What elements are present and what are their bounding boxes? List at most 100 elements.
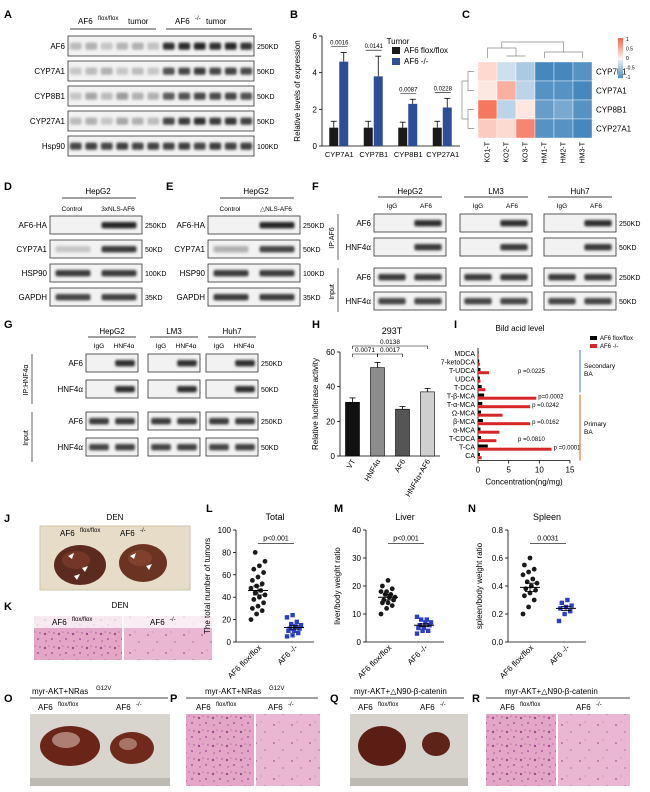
i-xtick-label-2: 10: [535, 466, 544, 475]
i-bar-5-0: [478, 393, 485, 397]
i-bar-1-0: [478, 359, 480, 363]
i-bar-2-0: [478, 368, 481, 371]
m-point-0-13: [389, 586, 395, 592]
c-scale-step-10: [618, 58, 623, 61]
f-row-2-2-frame: [543, 267, 617, 287]
c-dendrogram-left: [461, 71, 474, 129]
i-bar-7-0: [478, 410, 482, 414]
c-cell-0-3: [534, 61, 555, 82]
f-row-3-0-band-1: [414, 297, 442, 305]
g-row-3-1-band-1: [177, 443, 197, 451]
f-lane-ip-0: AF6: [420, 203, 432, 210]
l-point-0-3: [250, 606, 255, 611]
n-ylabel: spleen/body weight ratio: [475, 542, 484, 629]
a-row-1-band-9: [209, 67, 222, 75]
e-row-2-band-0: [213, 269, 249, 277]
n-point-1-0: [556, 618, 562, 624]
e-row-2-band-1: [259, 269, 295, 277]
d-row-3-size: 35KD: [145, 295, 163, 302]
a-row-2-band-10: [224, 92, 237, 100]
c-col-label-4: HM2-T: [561, 141, 568, 163]
a-row-4-frame: [67, 135, 255, 157]
c-cell-1-3: [534, 80, 555, 101]
l-title: Total: [265, 512, 284, 522]
a-row-4-band-11: [240, 142, 253, 150]
l-point-0-6: [251, 597, 257, 602]
f-row-0-0-band-1: [414, 219, 442, 227]
l-xtick-label-0: AF6 flox/flox: [226, 643, 263, 680]
h-pvalue-1: 0.0071: [355, 347, 375, 354]
f-row-3-2-band-1: [584, 297, 612, 305]
j-mouse-1: AF6: [60, 529, 75, 538]
a-row-1-band-1: [85, 67, 98, 75]
c-scale-step-13: [618, 64, 623, 67]
i-bar-10-0: [478, 436, 482, 439]
d-row-0-label: AF6-HA: [19, 221, 48, 230]
o-title: myr-AKT+NRas: [32, 687, 88, 696]
g-row-0-2-size: 250KD: [261, 361, 282, 368]
d-row-0-size: 250KD: [145, 223, 166, 230]
a-row-2-band-11: [240, 92, 253, 100]
p-title-sup: G12V: [269, 686, 284, 692]
a-row-1-band-3: [116, 67, 129, 75]
f-ip-label: IP:AF6: [329, 227, 336, 249]
m-ytick-label-1: 10: [352, 610, 361, 619]
r-mouse-2: AF6: [576, 703, 591, 712]
f-row-3-0-band-0: [378, 297, 406, 305]
l-point-1-12: [290, 612, 295, 618]
a-row-1-band-2: [100, 67, 113, 75]
g-row-0-0-band-1: [115, 359, 135, 367]
b-xtick-label-2: CYP8B1: [394, 150, 423, 159]
m-point-1-7: [423, 620, 428, 625]
i-bar-0-0: [478, 351, 479, 354]
a-row-1-label: CYP7A1: [34, 67, 65, 76]
f-row-3-0-frame: [373, 291, 447, 311]
a-row-1-band-4: [131, 67, 144, 75]
c-scale-step-1: [618, 40, 623, 43]
a-row-3-band-7: [178, 117, 191, 125]
h-ytick-label-1: 20: [326, 417, 335, 426]
c-scale-step-7: [618, 52, 623, 55]
a-row-1-size: 50KD: [257, 69, 275, 76]
g-cell-1: LM3: [166, 327, 182, 336]
m-point-1-10: [424, 617, 429, 622]
i-legend-label-1: AF6 -/-: [600, 344, 618, 350]
i-ytick-label-7: Ω-MCA: [452, 411, 475, 418]
r-title: myr-AKT+△N90-β-catenin: [505, 687, 598, 696]
m-point-1-11: [414, 614, 420, 619]
g-row-1-1-frame: [147, 379, 201, 399]
panel-label-e: E: [166, 181, 173, 193]
i-bar-6-0: [478, 402, 483, 405]
f-row-3-2-frame: [543, 291, 617, 311]
i-bar-12-1: [478, 456, 482, 460]
d-row-1-size: 50KD: [145, 247, 163, 254]
panel-label-r: R: [472, 693, 480, 705]
q-title: myr-AKT+△N90-β-catenin: [354, 687, 447, 696]
p-mouse-2-sup: -/-: [288, 702, 294, 708]
chart-h: 293T 0 20 40 60 Relative luciferase activity V…: [311, 326, 440, 498]
g-lane-ip-0: HNF4α: [114, 343, 135, 350]
a-row-2-frame: [67, 85, 255, 107]
f-row-1-1-frame: [459, 237, 533, 257]
m-point-0-14: [380, 583, 385, 589]
g-row-3-2-size: 50KD: [261, 445, 279, 452]
i-bar-8-1: [478, 422, 531, 426]
a-row-2-band-0: [69, 92, 82, 100]
q-mouse-2-sup: -/-: [440, 702, 446, 708]
k-mouse-1-sup: flox/flox: [72, 617, 92, 623]
f-row-0-1-frame: [459, 213, 533, 233]
l-ytick-label-0: 0: [227, 638, 232, 647]
h-bar-1: [370, 367, 385, 457]
g-row-1-0-band-1: [115, 385, 135, 393]
f-input-label: Input: [329, 284, 336, 300]
h-pvalue-0: 0.0138: [380, 339, 400, 346]
f-row-3-2-band-0: [548, 297, 576, 305]
f-row-2-0-label: AF6: [356, 273, 371, 282]
l-ytick-label-5: 100: [218, 526, 232, 535]
c-cell-2-0: [477, 99, 498, 120]
a-row-3-band-11: [240, 117, 253, 125]
i-bar-8-0: [478, 419, 483, 422]
m-point-1-9: [419, 617, 424, 622]
panel-label-p: P: [170, 693, 177, 705]
